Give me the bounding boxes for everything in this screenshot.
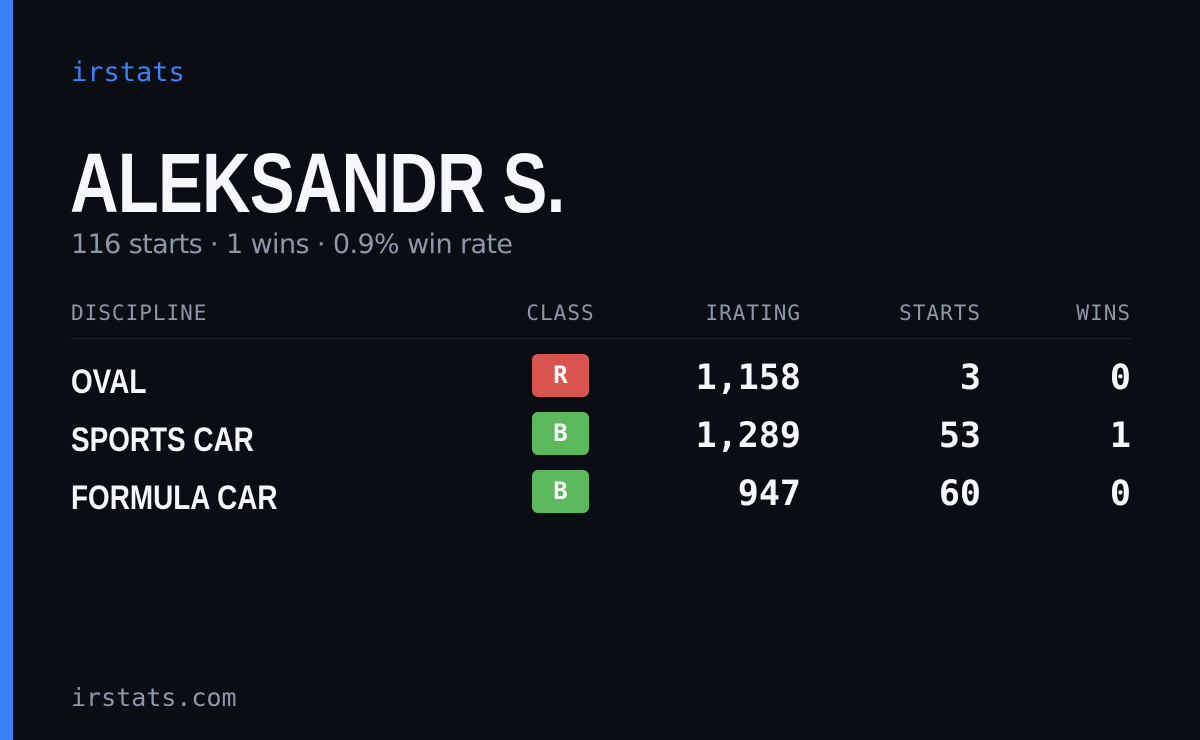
accent-bar: [0, 0, 13, 740]
header-wins: WINS: [1076, 301, 1131, 325]
row-discipline: FORMULA CAR: [71, 479, 278, 517]
driver-name: ALEKSANDR S.: [70, 136, 565, 230]
footer-url: irstats.com: [71, 683, 237, 712]
row-wins: 0: [1109, 358, 1131, 398]
header-irating: IRATING: [705, 301, 801, 325]
row-starts: 60: [938, 474, 981, 514]
row-irating: 1,158: [695, 358, 801, 398]
class-badge: B: [532, 470, 589, 513]
class-badge: B: [532, 412, 589, 455]
brand-logo: irstats: [71, 57, 185, 88]
header-discipline: DISCIPLINE: [71, 301, 208, 325]
row-discipline: SPORTS CAR: [71, 421, 254, 459]
class-badge: R: [532, 354, 589, 397]
row-irating: 1,289: [695, 416, 801, 456]
row-irating: 947: [737, 474, 801, 514]
header-starts: STARTS: [899, 301, 981, 325]
table-row: OVAL R 1,158 3 0: [71, 354, 1131, 412]
table-row: SPORTS CAR B 1,289 53 1: [71, 412, 1131, 470]
row-discipline: OVAL: [71, 363, 147, 401]
row-wins: 1: [1109, 416, 1131, 456]
driver-summary: 116 starts · 1 wins · 0.9% win rate: [71, 229, 513, 260]
header-class: CLASS: [526, 301, 595, 325]
row-wins: 0: [1109, 474, 1131, 514]
table-header: DISCIPLINE CLASS IRATING STARTS WINS: [71, 298, 1131, 339]
table-row: FORMULA CAR B 947 60 0: [71, 470, 1131, 528]
row-starts: 53: [938, 416, 981, 456]
row-starts: 3: [959, 358, 981, 398]
